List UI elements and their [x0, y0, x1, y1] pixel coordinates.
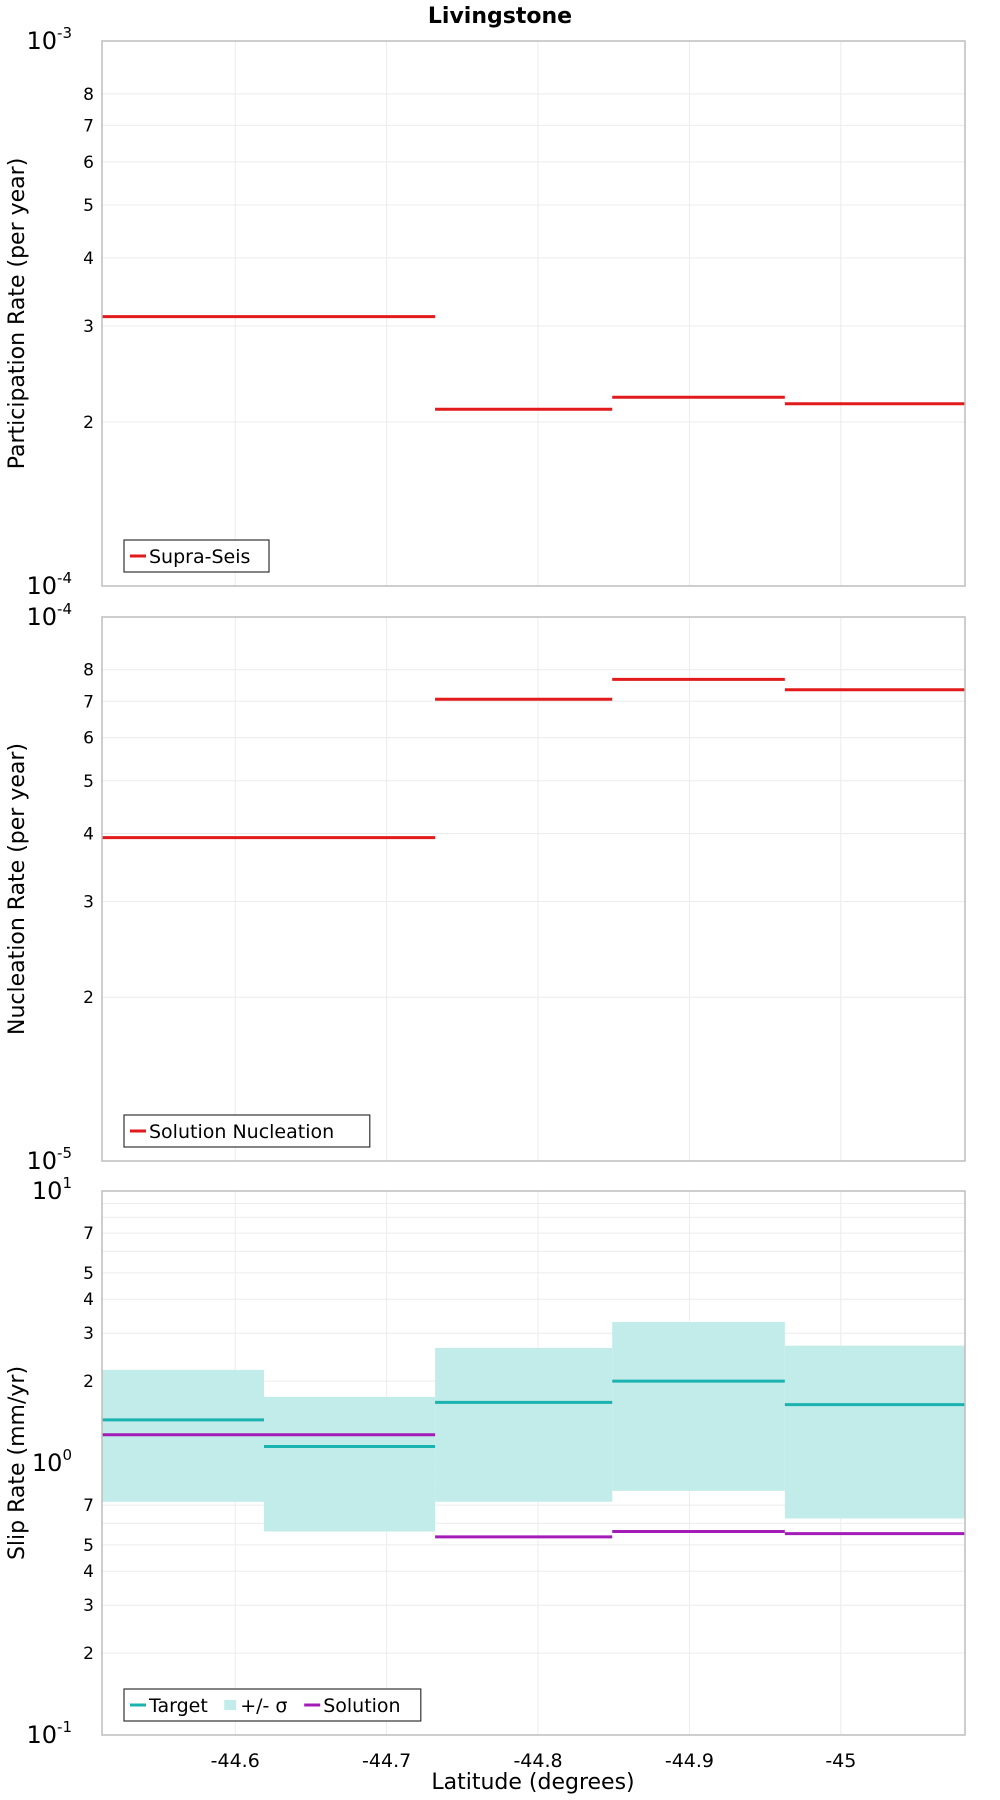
- legend-label: Solution: [323, 1695, 400, 1717]
- plot-frame: [101, 1190, 966, 1736]
- y-tick-label: 10-5: [26, 1144, 72, 1175]
- y-tick-label: 4: [83, 824, 94, 844]
- y-tick-label: 4: [83, 1290, 94, 1310]
- y-tick-label: 7: [83, 1496, 94, 1516]
- y-tick-label: 7: [83, 1224, 94, 1244]
- y-tick-label: 10-1: [26, 1718, 72, 1749]
- x-axis-label: Latitude (degrees): [431, 1770, 634, 1795]
- y-tick-label: 6: [83, 153, 94, 173]
- y-tick-label: 5: [83, 196, 94, 216]
- legend: Supra-Seis: [123, 539, 270, 573]
- legend-label: Target: [148, 1695, 208, 1717]
- y-tick-labels: 10-1 2 3 4 5 7 100 2 3 4 5 7 101: [26, 1174, 94, 1749]
- series-group: [102, 1321, 965, 1539]
- series--: [102, 1321, 965, 1532]
- x-tick-label: -44.8: [513, 1750, 562, 1772]
- y-tick-label: 7: [83, 692, 94, 712]
- series-supra-seis-line: [102, 315, 965, 411]
- series-solution-line: [102, 1433, 965, 1539]
- y-tick-label: 2: [83, 413, 94, 433]
- y-tick-label: 5: [83, 1264, 94, 1284]
- panel-2: 10-5 2 3 4 5 6 7 8 10-4 Nucleation Rate (per year…: [5, 600, 966, 1175]
- x-tick-label: -44.9: [665, 1750, 714, 1772]
- legend-label: Solution Nucleation: [149, 1121, 334, 1143]
- y-tick-label: 10-3: [26, 24, 72, 55]
- figure-title: Livingstone: [428, 4, 572, 29]
- y-tick-label: 6: [83, 729, 94, 749]
- y-tick-label: 4: [83, 1562, 94, 1582]
- series-group: [102, 677, 965, 840]
- y-tick-label: 101: [32, 1174, 72, 1205]
- y-tick-label: 3: [83, 1596, 94, 1616]
- y-axis-label: Participation Rate (per year): [5, 158, 30, 470]
- plot-frame: [101, 40, 966, 587]
- legend: Solution Nucleation: [123, 1114, 371, 1148]
- x-tick-label: -44.7: [362, 1750, 411, 1772]
- x-tick-label: -44.6: [211, 1750, 260, 1772]
- series-target-line: [102, 1379, 965, 1448]
- y-tick-label: 2: [83, 988, 94, 1008]
- y-tick-label: 2: [83, 1372, 94, 1392]
- legend-box: [123, 1114, 371, 1148]
- y-tick-label: 8: [83, 661, 94, 681]
- legend-box: [123, 539, 270, 573]
- legend-item: Solution Nucleation: [130, 1121, 334, 1143]
- y-tick-label: 8: [83, 85, 94, 105]
- chart-panels: 10-4 2 3 4 5 6 7 8 10-3 Participation Rate (per y…: [5, 24, 966, 1772]
- legend-label: Supra-Seis: [149, 546, 250, 568]
- x-tick-labels: -44.6 -44.7 -44.8 -44.9 -45: [211, 1750, 857, 1772]
- panel-1: 10-4 2 3 4 5 6 7 8 10-3 Participation Rate (per y…: [5, 24, 966, 600]
- x-tick-label: -45: [825, 1750, 856, 1772]
- legend-item: Supra-Seis: [130, 546, 250, 568]
- y-axis-label: Nucleation Rate (per year): [5, 743, 30, 1035]
- plot-frame: [101, 616, 966, 1162]
- legend-item: +/- σ: [224, 1695, 287, 1717]
- series-solution-nucleation-line: [102, 677, 965, 840]
- y-tick-label: 4: [83, 249, 94, 269]
- y-tick-label: 5: [83, 1536, 94, 1556]
- y-tick-label: 2: [83, 1644, 94, 1664]
- y-tick-label: 7: [83, 116, 94, 136]
- y-tick-label: 3: [83, 1324, 94, 1344]
- y-tick-label: 10-4: [26, 600, 72, 631]
- legend-item: Target: [130, 1695, 208, 1717]
- series-group: [102, 315, 965, 411]
- legend-swatch: [224, 1700, 237, 1710]
- y-tick-label: 5: [83, 772, 94, 792]
- plot-area: [102, 41, 965, 586]
- y-tick-label: 3: [83, 317, 94, 337]
- y-tick-label: 3: [83, 892, 94, 912]
- legend: Target +/- σ Solution: [123, 1688, 422, 1722]
- y-tick-labels: 10-5 2 3 4 5 6 7 8 10-4: [26, 600, 94, 1175]
- y-tick-label: 10-4: [26, 569, 72, 600]
- sigma-band-segment: [435, 1347, 613, 1502]
- sigma-band-segment: [264, 1396, 436, 1532]
- legend-label: +/- σ: [240, 1695, 287, 1717]
- y-tick-label: 100: [32, 1446, 72, 1477]
- y-axis-label: Slip Rate (mm/yr): [5, 1366, 30, 1560]
- plot-area: [102, 617, 965, 1161]
- y-tick-labels: 10-4 2 3 4 5 6 7 8 10-3: [26, 24, 94, 600]
- legend-box: [123, 1688, 422, 1722]
- legend-item: Solution: [304, 1695, 401, 1717]
- sigma-band-segment: [612, 1321, 785, 1491]
- panel-3: 10-1 2 3 4 5 7 100 2 3 4 5 7 101 Slip Rate (mm/yr) Tar…: [5, 1174, 966, 1772]
- sigma-band-segment: [784, 1345, 965, 1519]
